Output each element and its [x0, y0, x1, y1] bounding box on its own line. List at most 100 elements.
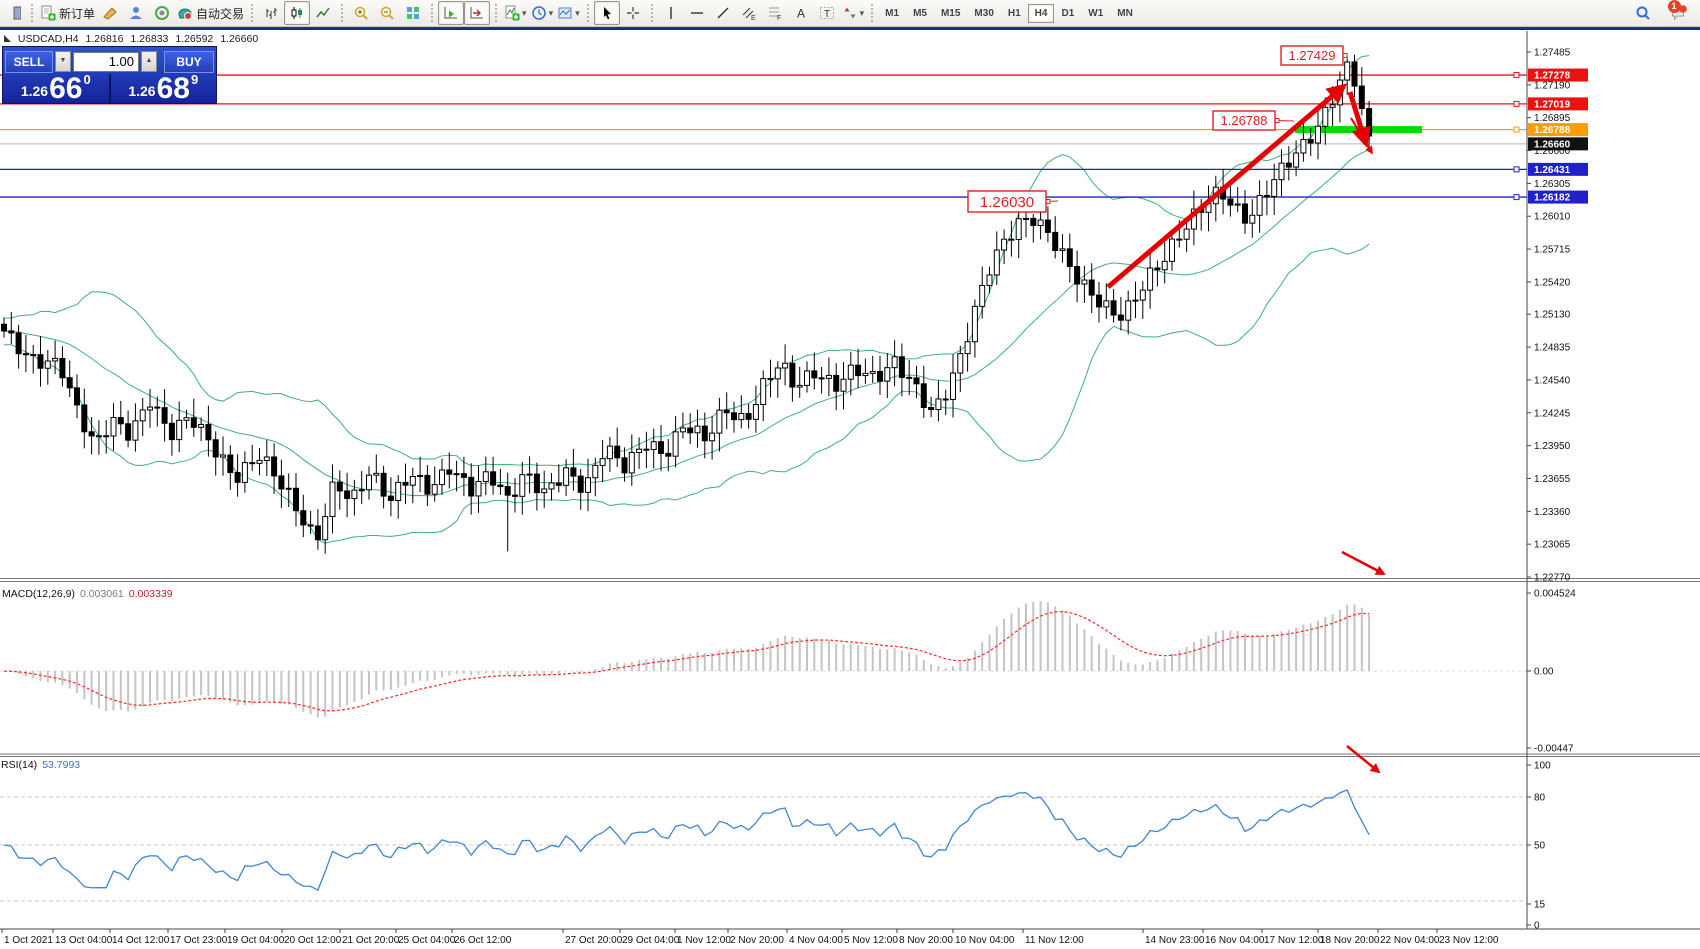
timeframe-M15[interactable]: M15: [940, 7, 961, 19]
channel-icon[interactable]: E: [736, 1, 762, 25]
timeframe-M30[interactable]: M30: [974, 7, 994, 19]
line-chart-icon[interactable]: [310, 1, 336, 25]
svg-text:15: 15: [1534, 900, 1546, 911]
red-arrow[interactable]: [1341, 550, 1386, 576]
timeframe-M5[interactable]: M5: [913, 7, 927, 19]
chevron-down-icon[interactable]: ▾: [548, 7, 554, 18]
red-arrow[interactable]: [1106, 83, 1348, 289]
rsi-indicator-label: RSI(14) 53.7993: [1, 759, 81, 771]
annotation-box[interactable]: [1280, 45, 1344, 66]
annotation-box[interactable]: [1212, 110, 1276, 131]
fibo-icon[interactable]: F: [762, 1, 788, 25]
line-handle[interactable]: [1513, 194, 1520, 201]
bollinger-bands: [3, 55, 1370, 544]
svg-text:F: F: [777, 15, 781, 21]
svg-text:11 Nov 12:00: 11 Nov 12:00: [1025, 935, 1084, 946]
timeframe-H4[interactable]: H4: [1027, 3, 1055, 23]
vline-icon[interactable]: [658, 1, 684, 25]
line-handle[interactable]: [1513, 166, 1520, 173]
svg-text:22 Nov 04:00: 22 Nov 04:00: [1380, 935, 1440, 946]
lot-decrease-button[interactable]: ▼: [55, 51, 71, 72]
notification-badge: 1: [1667, 0, 1681, 13]
toolbar-separator: [341, 4, 344, 22]
lot-size-input[interactable]: 1.00: [73, 51, 139, 72]
svg-text:4 Nov 04:00: 4 Nov 04:00: [789, 935, 843, 946]
svg-text:1 Nov 12:00: 1 Nov 12:00: [677, 935, 731, 946]
svg-text:26 Oct 12:00: 26 Oct 12:00: [454, 935, 512, 946]
svg-text:29 Oct 04:00: 29 Oct 04:00: [622, 935, 680, 946]
hline-icon[interactable]: [684, 1, 710, 25]
chevron-down-icon[interactable]: ▾: [575, 7, 580, 18]
trend-arrows[interactable]: [1106, 83, 1386, 774]
zoom-out-icon[interactable]: [374, 1, 400, 25]
arrows-tool-icon[interactable]: ▾: [840, 1, 867, 25]
annotation-text: 1.27429: [1289, 48, 1336, 63]
svg-text:17 Oct 23:00: 17 Oct 23:00: [170, 935, 228, 946]
annotation-box[interactable]: [967, 190, 1047, 213]
chevron-down-icon[interactable]: ▾: [522, 7, 527, 18]
svg-text:20 Oct 12:00: 20 Oct 12:00: [284, 935, 342, 946]
sell-price[interactable]: 1.26 66 0: [20, 72, 91, 105]
timeframe-M1[interactable]: M1: [885, 7, 900, 19]
crayon-icon[interactable]: [97, 1, 123, 25]
red-arrow[interactable]: [1350, 117, 1373, 155]
autotrade-icon[interactable]: 自动交易: [175, 1, 246, 25]
svg-text:14 Nov 23:00: 14 Nov 23:00: [1145, 935, 1205, 946]
timeframe-D1[interactable]: D1: [1061, 7, 1075, 19]
timeframe-MN[interactable]: MN: [1117, 7, 1133, 19]
macd-panel: [0, 600, 1527, 718]
svg-text:1.24835: 1.24835: [1534, 343, 1571, 354]
line-handle[interactable]: [1513, 100, 1520, 107]
bar-chart-icon[interactable]: [258, 1, 284, 25]
svg-text:14 Oct 12:00: 14 Oct 12:00: [112, 935, 170, 946]
autoscroll-icon[interactable]: [438, 1, 465, 25]
tile-windows-icon[interactable]: [400, 1, 426, 25]
signals-icon[interactable]: [123, 1, 149, 25]
buy-price[interactable]: 1.26 68 9: [128, 72, 199, 105]
line-handle[interactable]: [1513, 72, 1520, 79]
svg-text:1.23065: 1.23065: [1534, 540, 1571, 551]
add-indicator-icon[interactable]: ▾: [502, 1, 529, 25]
svg-text:2 Nov 20:00: 2 Nov 20:00: [730, 935, 784, 946]
buy-button[interactable]: BUY: [164, 50, 214, 73]
chart-shift-icon[interactable]: [464, 1, 491, 25]
svg-text:1.26431: 1.26431: [1534, 165, 1571, 176]
chevron-down-icon[interactable]: ▾: [859, 7, 865, 18]
clock-icon[interactable]: ▾: [529, 1, 556, 25]
crosshair-icon[interactable]: [620, 1, 646, 25]
svg-text:1.23360: 1.23360: [1534, 507, 1571, 518]
zoom-in-icon[interactable]: [348, 1, 374, 25]
template-icon[interactable]: ▾: [555, 1, 582, 25]
timeframe-W1[interactable]: W1: [1088, 7, 1104, 19]
collapse-triangle-icon[interactable]: [4, 35, 11, 42]
svg-text:1.27019: 1.27019: [1534, 99, 1571, 110]
toolbar-separator: [31, 4, 33, 22]
sell-button[interactable]: SELL: [5, 50, 53, 73]
news-icon[interactable]: [149, 1, 175, 25]
svg-text:8 Nov 20:00: 8 Nov 20:00: [899, 935, 953, 946]
new-order-icon[interactable]: 新订单: [38, 1, 97, 25]
search-icon[interactable]: [1630, 1, 1656, 25]
svg-text:27 Oct 20:00: 27 Oct 20:00: [565, 935, 623, 946]
candle-chart-icon[interactable]: [284, 1, 311, 25]
svg-text:13 Oct 04:00: 13 Oct 04:00: [55, 935, 113, 946]
svg-text:0.004524: 0.004524: [1534, 589, 1576, 600]
price-badges: 1.27278 1.27019 1.26788 1.26660 1.26431 1.261…: [1528, 68, 1588, 204]
lot-increase-button[interactable]: ▲: [141, 51, 157, 72]
line-handle[interactable]: [1513, 126, 1520, 133]
partial-icon[interactable]: [0, 1, 26, 25]
red-arrow[interactable]: [1347, 91, 1371, 148]
svg-text:1.27485: 1.27485: [1534, 48, 1571, 59]
toolbar-separator: [586, 4, 589, 22]
red-arrow[interactable]: [1346, 745, 1381, 774]
new-order-icon-label: 新订单: [59, 6, 96, 21]
text-a-icon[interactable]: A: [788, 1, 814, 25]
trendline-icon[interactable]: [710, 1, 736, 25]
timeframe-H1[interactable]: H1: [1007, 7, 1021, 19]
cursor-icon[interactable]: [593, 1, 620, 25]
price-annotations[interactable]: 1.27429 1.26788 1.26030: [967, 45, 1349, 213]
macd-indicator-label: MACD(12,26,9) 0.003061 0.003339: [2, 588, 173, 600]
notification-icon[interactable]: 1: [1666, 0, 1692, 25]
text-label-icon[interactable]: T: [814, 1, 840, 25]
